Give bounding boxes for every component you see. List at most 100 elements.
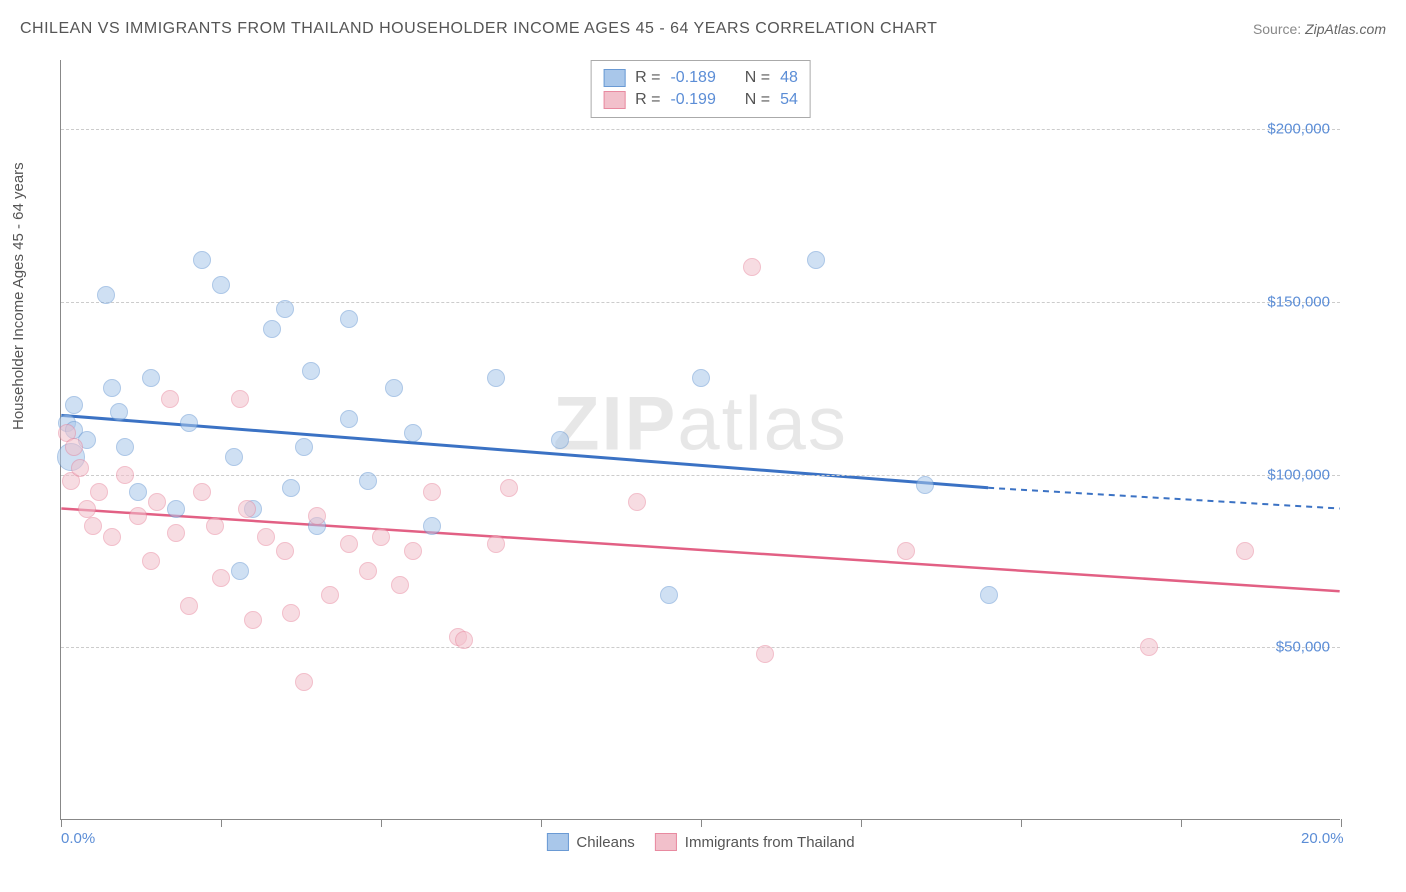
scatter-point: [180, 414, 198, 432]
scatter-point: [340, 310, 358, 328]
x-tick: [381, 819, 382, 827]
scatter-point: [551, 431, 569, 449]
source-value: ZipAtlas.com: [1305, 21, 1386, 37]
stat-n-value: 54: [780, 91, 798, 109]
scatter-point: [231, 562, 249, 580]
header-row: CHILEAN VS IMMIGRANTS FROM THAILAND HOUS…: [20, 20, 1386, 38]
scatter-point: [167, 500, 185, 518]
scatter-point: [404, 424, 422, 442]
scatter-point: [103, 528, 121, 546]
scatter-point: [71, 459, 89, 477]
scatter-point: [212, 276, 230, 294]
scatter-point: [276, 542, 294, 560]
scatter-point: [238, 500, 256, 518]
legend-label: Immigrants from Thailand: [685, 834, 855, 851]
scatter-point: [110, 403, 128, 421]
scatter-point: [65, 396, 83, 414]
scatter-point: [423, 483, 441, 501]
scatter-point: [743, 258, 761, 276]
scatter-point: [660, 586, 678, 604]
x-tick: [61, 819, 62, 827]
chart-container: CHILEAN VS IMMIGRANTS FROM THAILAND HOUS…: [0, 0, 1406, 892]
scatter-point: [244, 611, 262, 629]
stat-r-value: -0.199: [670, 91, 715, 109]
y-axis-label: Householder Income Ages 45 - 64 years: [10, 162, 27, 430]
scatter-point: [276, 300, 294, 318]
stat-n-value: 48: [780, 69, 798, 87]
source-label: Source:: [1253, 21, 1301, 37]
stat-r-label: R =: [635, 91, 660, 109]
scatter-point: [180, 597, 198, 615]
scatter-point: [756, 645, 774, 663]
x-tick-label: 0.0%: [61, 830, 95, 847]
scatter-point: [423, 517, 441, 535]
scatter-point: [1140, 638, 1158, 656]
scatter-point: [359, 472, 377, 490]
scatter-point: [90, 483, 108, 501]
legend-swatch: [655, 833, 677, 851]
chart-title: CHILEAN VS IMMIGRANTS FROM THAILAND HOUS…: [20, 20, 937, 38]
y-tick-label: $100,000: [1267, 466, 1330, 483]
gridline-h: [61, 302, 1340, 303]
scatter-point: [372, 528, 390, 546]
stats-legend: R = -0.189 N = 48 R = -0.199 N = 54: [590, 60, 811, 118]
y-tick-label: $200,000: [1267, 121, 1330, 138]
scatter-point: [97, 286, 115, 304]
watermark: ZIPatlas: [553, 381, 848, 468]
gridline-h: [61, 475, 1340, 476]
scatter-point: [142, 369, 160, 387]
scatter-point: [206, 517, 224, 535]
scatter-point: [295, 438, 313, 456]
scatter-point: [916, 476, 934, 494]
scatter-point: [455, 631, 473, 649]
scatter-point: [193, 483, 211, 501]
trend-line-dashed: [988, 488, 1340, 509]
scatter-point: [385, 379, 403, 397]
scatter-point: [161, 390, 179, 408]
scatter-point: [225, 448, 243, 466]
svg-layer: [61, 60, 1340, 819]
scatter-point: [500, 479, 518, 497]
scatter-point: [116, 466, 134, 484]
stats-row: R = -0.199 N = 54: [603, 89, 798, 111]
scatter-point: [321, 586, 339, 604]
stat-n-label: N =: [745, 69, 770, 87]
legend-swatch: [546, 833, 568, 851]
x-tick-label: 20.0%: [1301, 830, 1344, 847]
scatter-point: [65, 438, 83, 456]
scatter-point: [193, 251, 211, 269]
legend-swatch: [603, 91, 625, 109]
bottom-legend-item: Immigrants from Thailand: [655, 833, 855, 851]
scatter-point: [212, 569, 230, 587]
scatter-point: [980, 586, 998, 604]
x-tick: [221, 819, 222, 827]
legend-swatch: [603, 69, 625, 87]
scatter-point: [84, 517, 102, 535]
scatter-point: [167, 524, 185, 542]
scatter-point: [692, 369, 710, 387]
stats-row: R =-0.189 N =48: [603, 67, 798, 89]
trend-line: [61, 415, 988, 487]
scatter-point: [391, 576, 409, 594]
scatter-point: [282, 479, 300, 497]
gridline-h: [61, 129, 1340, 130]
watermark-zip: ZIP: [553, 382, 677, 467]
scatter-point: [487, 369, 505, 387]
scatter-point: [295, 673, 313, 691]
scatter-point: [359, 562, 377, 580]
scatter-point: [897, 542, 915, 560]
scatter-point: [807, 251, 825, 269]
scatter-point: [116, 438, 134, 456]
scatter-point: [1236, 542, 1254, 560]
scatter-point: [129, 507, 147, 525]
source-attr: Source: ZipAtlas.com: [1253, 21, 1386, 37]
scatter-point: [302, 362, 320, 380]
scatter-point: [129, 483, 147, 501]
scatter-point: [257, 528, 275, 546]
bottom-legend: ChileansImmigrants from Thailand: [546, 833, 854, 851]
stat-r-value: -0.189: [670, 69, 715, 87]
scatter-point: [78, 500, 96, 518]
stat-n-label: N =: [745, 91, 770, 109]
scatter-point: [148, 493, 166, 511]
scatter-point: [340, 410, 358, 428]
